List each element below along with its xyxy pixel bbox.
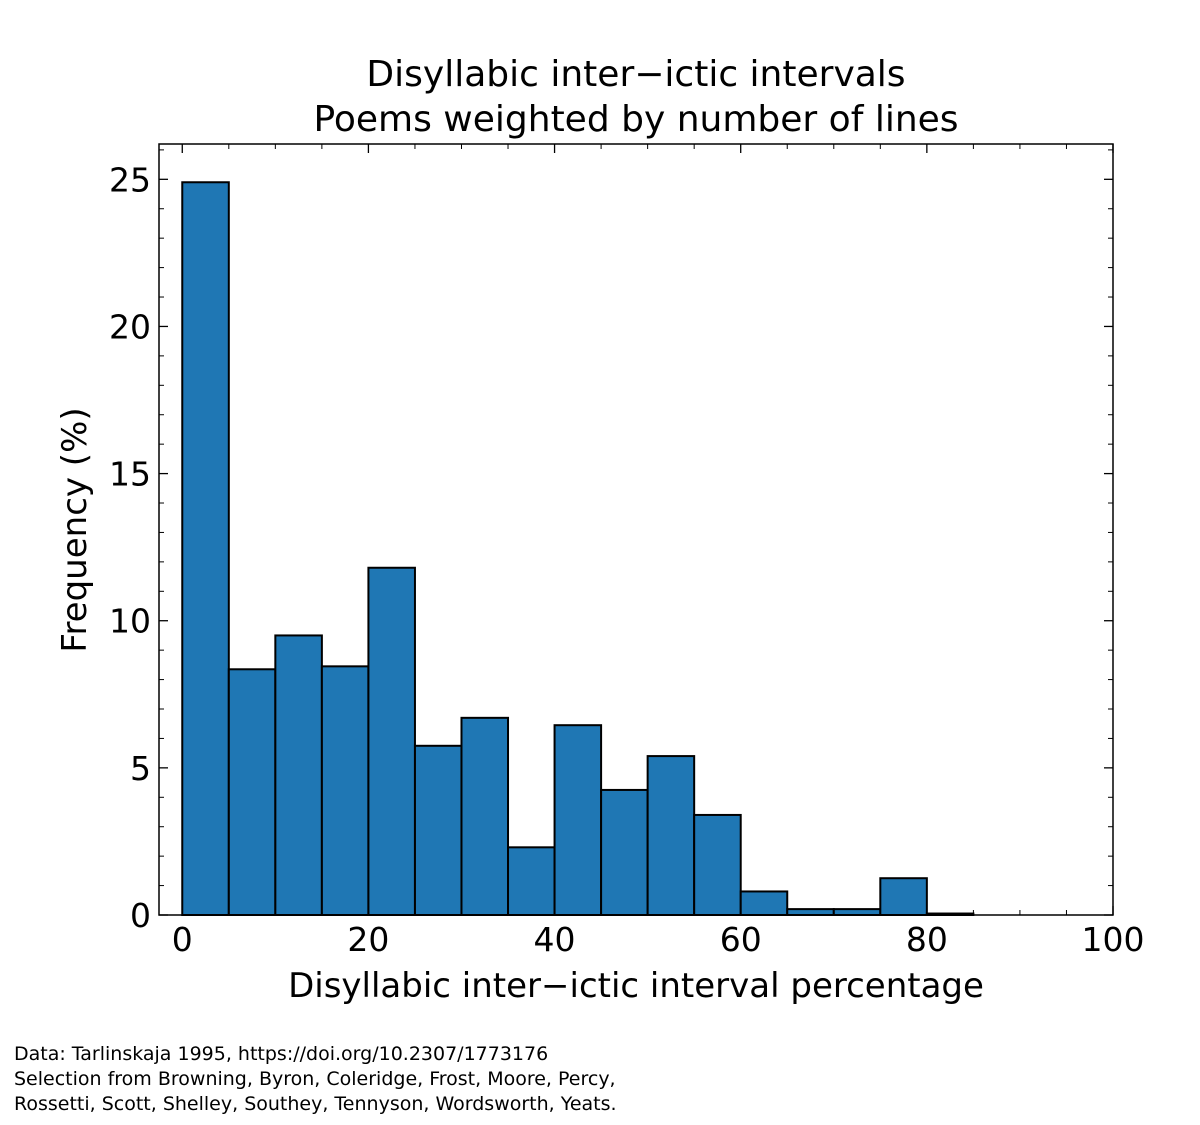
histogram-bar [507, 846, 556, 916]
histogram-bar [274, 634, 323, 916]
histogram-bar [553, 724, 603, 916]
histogram-bar [460, 716, 510, 916]
plot-frame [158, 143, 1114, 916]
histogram-bar [227, 668, 277, 916]
x-tick-label: 20 [347, 920, 389, 959]
ticks-group: 0 20 40 60 80 100 0 5 10 15 20 25 [109, 144, 1145, 959]
y-tick-label: 0 [130, 896, 151, 935]
y-tick-label: 15 [109, 455, 151, 494]
chart-subtitle: Poems weighted by number of lines [313, 99, 958, 140]
histogram-bar [413, 744, 463, 916]
bars-group [181, 181, 975, 917]
histogram-bar [646, 755, 696, 917]
footnote-poets-2: Rossetti, Scott, Shelley, Southey, Tenny… [14, 1093, 617, 1115]
y-tick-label: 25 [109, 160, 151, 199]
x-tick-label: 100 [1082, 920, 1145, 959]
y-tick-label: 10 [109, 602, 151, 641]
histogram-bar [786, 908, 835, 916]
histogram-bar [320, 665, 370, 916]
x-axis-label: Disyllabic inter−ictic interval percenta… [288, 966, 984, 1006]
chart-title: Disyllabic inter−ictic intervals [366, 54, 905, 95]
histogram-bar [879, 877, 928, 916]
histogram-bar [600, 788, 649, 917]
histogram-bar [367, 566, 416, 916]
y-tick-label: 20 [109, 307, 151, 346]
y-tick-label: 5 [130, 749, 151, 788]
x-tick-label: 80 [906, 920, 948, 959]
histogram-bar [832, 908, 882, 916]
footnote-source: Data: Tarlinskaja 1995, https://doi.org/… [14, 1043, 549, 1065]
x-tick-label: 40 [534, 920, 576, 959]
x-tick-label: 60 [720, 920, 762, 959]
histogram-bar [739, 890, 789, 916]
histogram-bar [181, 181, 230, 916]
footnote-poets-1: Selection from Browning, Byron, Coleridg… [14, 1068, 616, 1090]
histogram-bar [693, 813, 742, 917]
x-tick-label: 0 [172, 920, 193, 959]
y-axis-label: Frequency (%) [55, 407, 95, 652]
